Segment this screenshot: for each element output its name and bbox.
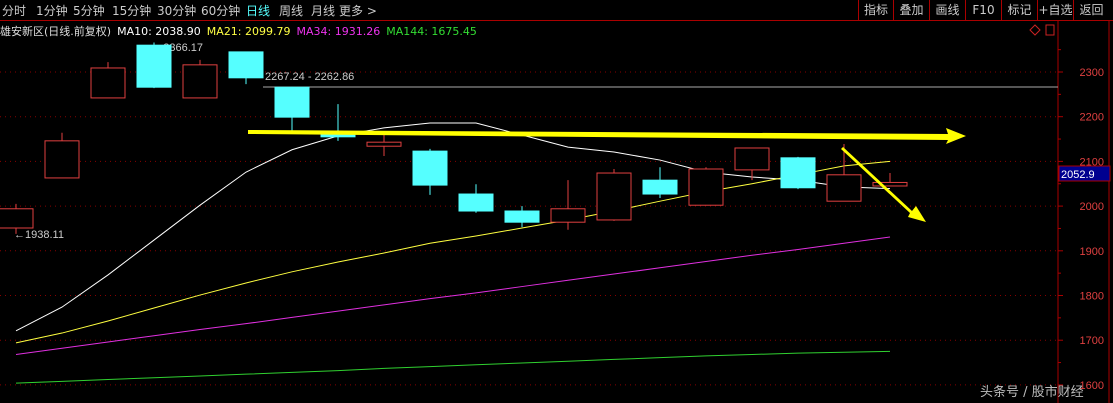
candle-up (90, 67, 126, 99)
range-label: 2267.24 - 2262.86 (265, 71, 354, 83)
diamond-icon (1029, 24, 1041, 36)
candle-up (366, 141, 402, 147)
candle-down (458, 193, 494, 212)
tab-period-5[interactable]: 60分钟 (201, 4, 241, 18)
ma-line-ma21 (15, 160, 891, 344)
candle-down (228, 51, 264, 79)
candle-up (734, 147, 770, 171)
toolbar-button-1[interactable]: 叠加 (893, 0, 929, 20)
trend-arrow-down (841, 147, 926, 222)
chart-legend: 雄安新区(日线.前复权) MA10: 2038.90 MA21: 2099.79 MA… (0, 23, 483, 39)
toolbar-button-4[interactable]: 标记 (1001, 0, 1037, 20)
tab-period-0[interactable]: 分时 (2, 4, 27, 18)
toolbar-button-0[interactable]: 指标 (858, 0, 893, 20)
y-tick-label: 2300 (1080, 67, 1104, 79)
watermark: 头条号 / 股市财经 (980, 385, 1084, 400)
candle-up (688, 168, 724, 206)
security-name: 雄安新区(日线.前复权) (0, 25, 112, 38)
period-menu: 分时 1分钟 5分钟 15分钟 30分钟 60分钟 日线 周线 月线 更多 > 指标 叠加 画线 F10 标… (0, 0, 1113, 21)
tab-period-7[interactable]: 周线 (279, 4, 304, 18)
toolbar-button-6[interactable]: 返回 (1073, 0, 1109, 20)
candle-down (136, 44, 172, 88)
y-tick-label: 1600 (1080, 380, 1104, 392)
window-icon (1045, 24, 1055, 36)
trend-arrow-horizontal (248, 128, 966, 144)
toolbar-button-2[interactable]: 画线 (929, 0, 965, 20)
tab-period-6[interactable]: 日线 (246, 4, 271, 18)
ma-line-ma144 (15, 350, 891, 384)
y-tick-label: 1900 (1080, 246, 1104, 258)
last-price-label: 2052.9 (1061, 169, 1095, 181)
ma-line-ma10 (15, 122, 891, 332)
tab-period-2[interactable]: 5分钟 (73, 4, 105, 18)
ma-line-ma34 (15, 236, 891, 355)
candle-up (872, 181, 908, 187)
y-tick-label: 1700 (1080, 335, 1104, 347)
candle-down (642, 179, 678, 195)
y-tick-label: 2100 (1080, 156, 1104, 168)
tab-period-9[interactable]: 更多 > (339, 4, 377, 18)
candle-up (44, 140, 80, 179)
tab-period-1[interactable]: 1分钟 (36, 4, 68, 18)
candle-down (274, 86, 310, 118)
ma144-label: MA144: 1675.45 (386, 25, 477, 38)
toolbar-button-5[interactable]: +自选 (1037, 0, 1073, 20)
candle-up (0, 208, 34, 229)
ma34-label: MA34: 1931.26 (296, 25, 381, 38)
ma10-label: MA10: 2038.90 (117, 25, 201, 38)
y-tick-label: 1800 (1080, 291, 1104, 303)
toolbar-button-3[interactable]: F10 (965, 0, 1001, 20)
candle-down (780, 157, 816, 189)
candle-down (504, 210, 540, 223)
y-tick-label: 2200 (1080, 112, 1104, 124)
ma21-label: MA21: 2099.79 (206, 25, 291, 38)
tab-period-3[interactable]: 15分钟 (112, 4, 152, 18)
tab-period-8[interactable]: 月线 (311, 4, 336, 18)
low-label: ←1938.11 (14, 229, 64, 241)
tab-period-4[interactable]: 30分钟 (157, 4, 197, 18)
candle-up (596, 172, 632, 221)
candle-up (826, 174, 862, 202)
y-tick-label: 2000 (1080, 201, 1104, 213)
candle-up (550, 208, 586, 223)
candle-down (412, 150, 448, 186)
last-price-box (1058, 165, 1111, 182)
candle-up (182, 64, 218, 99)
